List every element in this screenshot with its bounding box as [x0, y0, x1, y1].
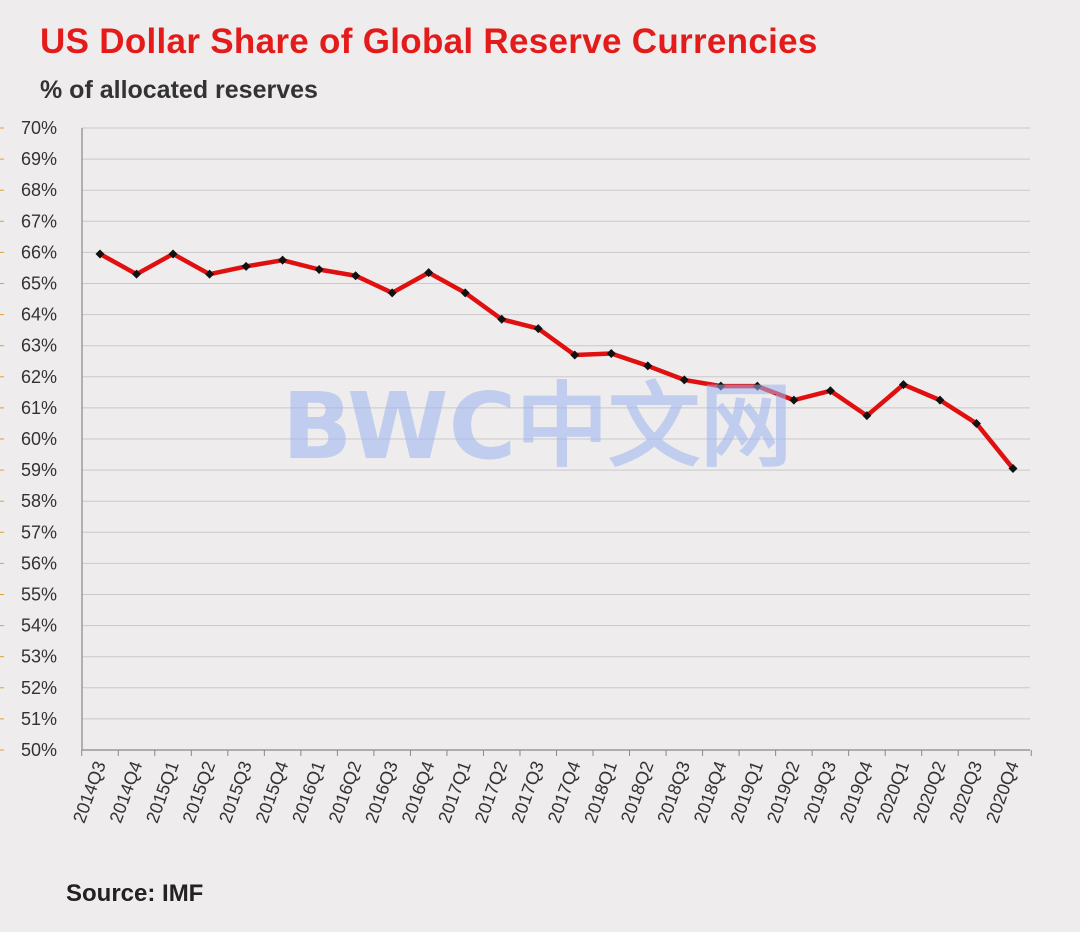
grid-lines [82, 127, 1030, 751]
y-tick-label: 66% [21, 242, 57, 262]
data-point [752, 381, 762, 391]
series-line-path [97, 251, 1016, 471]
y-tick-label: 70% [21, 118, 57, 138]
y-tick-label: 68% [21, 180, 57, 200]
data-point [935, 395, 945, 405]
y-tick-label: 59% [21, 460, 57, 480]
y-tick-label: 58% [21, 491, 57, 511]
data-point [314, 265, 324, 275]
y-tick-label: 56% [21, 553, 57, 573]
data-point [971, 418, 981, 428]
x-tick-label: 2016Q1 [288, 759, 329, 826]
x-tick-label: 2019Q3 [799, 759, 840, 826]
x-tick-label: 2018Q2 [617, 759, 658, 826]
data-point [241, 261, 251, 271]
x-tick-label: 2016Q3 [361, 759, 402, 826]
y-axis-ticks: 50% 51% 52% 53% 54% 55% 56% 57% 58% 59% 60% 61% 62% 6… [0, 118, 57, 760]
x-tick-label: 2018Q3 [653, 759, 694, 826]
data-point [278, 255, 288, 265]
y-tick-label: 64% [21, 305, 57, 325]
x-tick-label: 2017Q3 [507, 759, 548, 826]
data-point [1008, 464, 1018, 474]
x-tick-label: 2016Q4 [398, 759, 439, 826]
y-tick-label: 67% [21, 211, 57, 231]
data-point [898, 380, 908, 390]
data-point [95, 249, 105, 259]
x-tick-label: 2018Q4 [690, 759, 731, 826]
y-tick-label: 69% [21, 149, 57, 169]
x-tick-label: 2019Q1 [726, 759, 767, 826]
x-tick-label: 2020Q4 [982, 759, 1023, 826]
watermark: BWC中文网 [282, 373, 793, 480]
data-point [825, 386, 835, 396]
y-tick-label: 60% [21, 429, 57, 449]
series-line [97, 251, 1016, 471]
x-tick-label: 2020Q1 [872, 759, 913, 826]
series-markers [95, 249, 1018, 474]
x-tick-label: 2017Q1 [434, 759, 475, 826]
x-tick-label: 2017Q2 [471, 759, 512, 826]
x-tick-label: 2017Q4 [544, 759, 585, 826]
x-axis-ticks: 2014Q32014Q42015Q12015Q22015Q32015Q42016… [69, 750, 1032, 826]
x-tick-label: 2019Q4 [836, 759, 877, 826]
data-point [862, 411, 872, 421]
chart-source: Source: IMF [66, 880, 204, 907]
x-tick-label: 2019Q2 [763, 759, 804, 826]
y-tick-label: 50% [21, 740, 57, 760]
data-point [351, 271, 361, 281]
data-point [679, 375, 689, 385]
data-point [570, 350, 580, 360]
x-tick-label: 2018Q1 [580, 759, 621, 826]
x-tick-label: 2016Q2 [325, 759, 366, 826]
data-point [497, 314, 507, 324]
data-point [460, 288, 470, 298]
x-tick-label: 2015Q2 [179, 759, 220, 826]
y-tick-label: 65% [21, 274, 57, 294]
data-point [168, 249, 178, 259]
data-point [132, 269, 142, 279]
data-point [789, 395, 799, 405]
chart-title: US Dollar Share of Global Reserve Curren… [40, 22, 818, 61]
y-tick-label: 54% [21, 616, 57, 636]
data-point [387, 288, 397, 298]
data-point [716, 381, 726, 391]
x-tick-label: 2015Q4 [252, 759, 293, 826]
x-tick-label: 2015Q1 [142, 759, 183, 826]
chart-subtitle: % of allocated reserves [40, 76, 318, 104]
data-point [533, 324, 543, 334]
data-point [606, 348, 616, 358]
y-tick-label: 55% [21, 585, 57, 605]
y-tick-label: 63% [21, 336, 57, 356]
x-tick-label: 2015Q3 [215, 759, 256, 826]
data-point [205, 269, 215, 279]
y-tick-label: 52% [21, 678, 57, 698]
y-tick-label: 62% [21, 367, 57, 387]
y-tick-label: 51% [21, 709, 57, 729]
x-tick-label: 2014Q4 [106, 759, 147, 826]
y-tick-label: 57% [21, 522, 57, 542]
data-point [424, 268, 434, 278]
x-tick-label: 2020Q3 [946, 759, 987, 826]
data-point [643, 361, 653, 371]
x-tick-label: 2020Q2 [909, 759, 950, 826]
y-tick-label: 53% [21, 647, 57, 667]
x-tick-label: 2014Q3 [69, 759, 110, 826]
y-tick-label: 61% [21, 398, 57, 418]
